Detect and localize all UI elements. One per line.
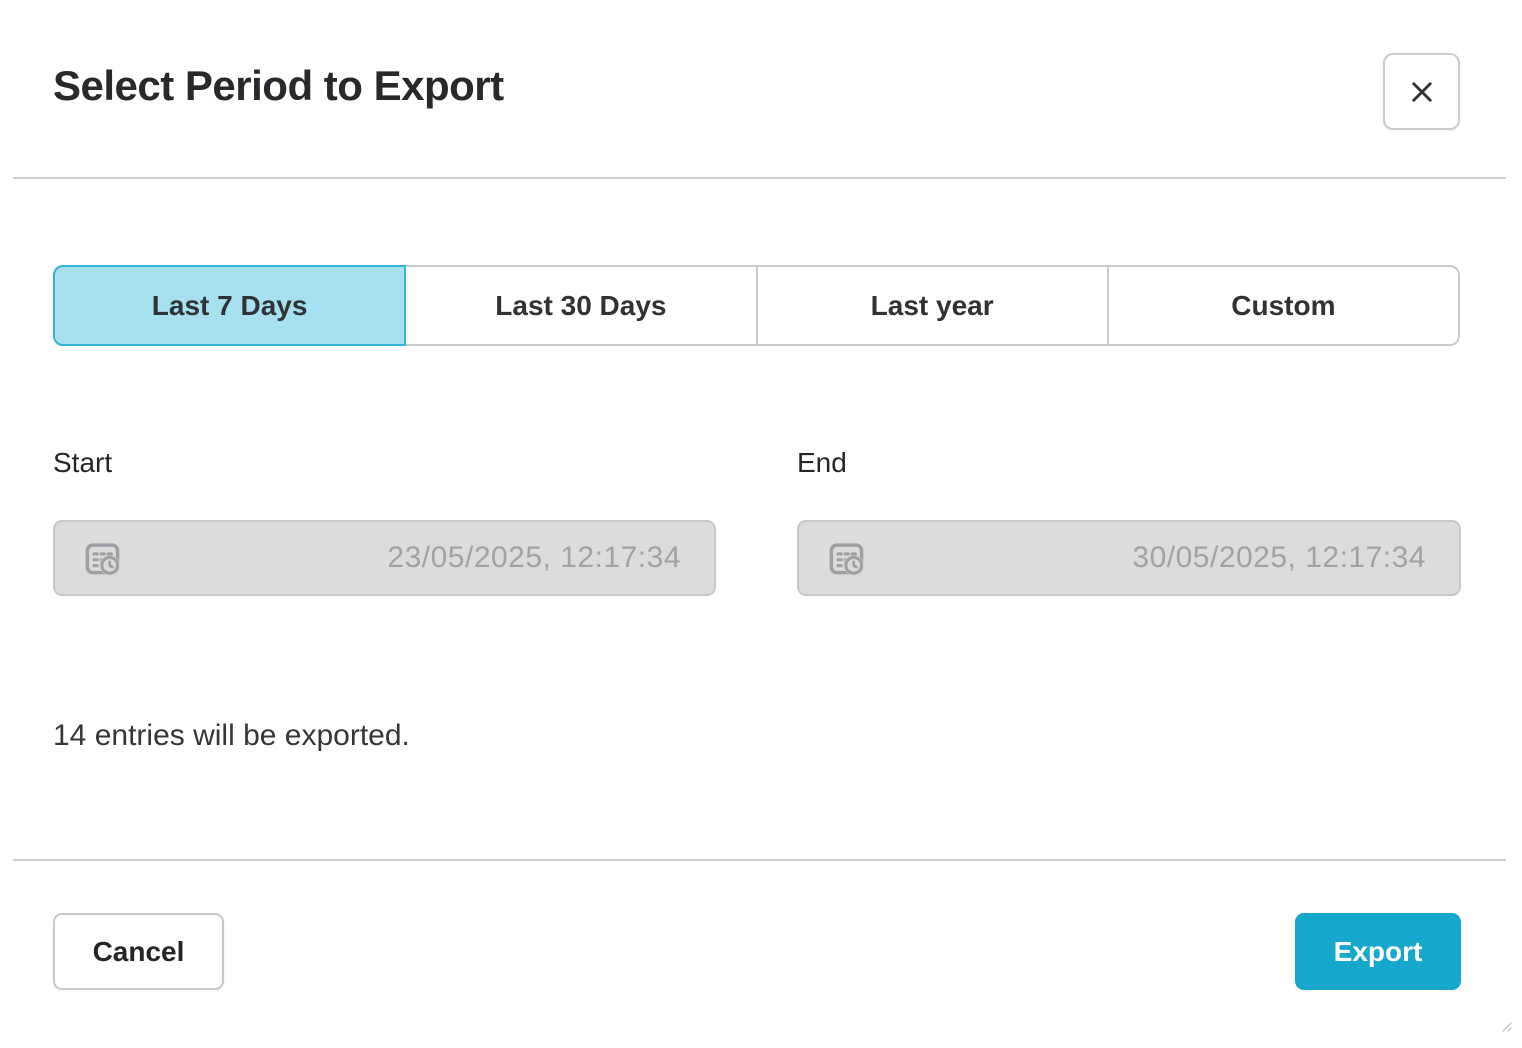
start-datetime-value: 23/05/2025, 12:17:34: [387, 541, 681, 574]
end-field-label: End: [797, 447, 847, 478]
close-icon: [1404, 74, 1440, 110]
export-summary-text: 14 entries will be exported.: [53, 719, 410, 752]
tab-last-year[interactable]: Last year: [757, 265, 1109, 346]
tab-last-30-days[interactable]: Last 30 Days: [406, 265, 758, 346]
period-tab-group: Last 7 Days Last 30 Days Last year Custo…: [53, 265, 1460, 346]
calendar-clock-icon: [824, 536, 868, 580]
start-datetime-input[interactable]: 23/05/2025, 12:17:34: [53, 520, 716, 596]
calendar-clock-icon: [80, 536, 124, 580]
end-datetime-value: 30/05/2025, 12:17:34: [1132, 541, 1426, 574]
export-button[interactable]: Export: [1295, 913, 1461, 990]
close-button[interactable]: [1383, 53, 1460, 130]
tab-custom[interactable]: Custom: [1108, 265, 1460, 346]
resize-handle-icon: [1499, 1019, 1513, 1033]
header-divider: [13, 177, 1506, 179]
cancel-button[interactable]: Cancel: [53, 913, 224, 990]
tab-last-7-days[interactable]: Last 7 Days: [53, 265, 407, 346]
dialog-title: Select Period to Export: [53, 62, 504, 109]
end-datetime-input[interactable]: 30/05/2025, 12:17:34: [797, 520, 1461, 596]
start-field-label: Start: [53, 447, 113, 478]
footer-divider: [13, 859, 1506, 861]
